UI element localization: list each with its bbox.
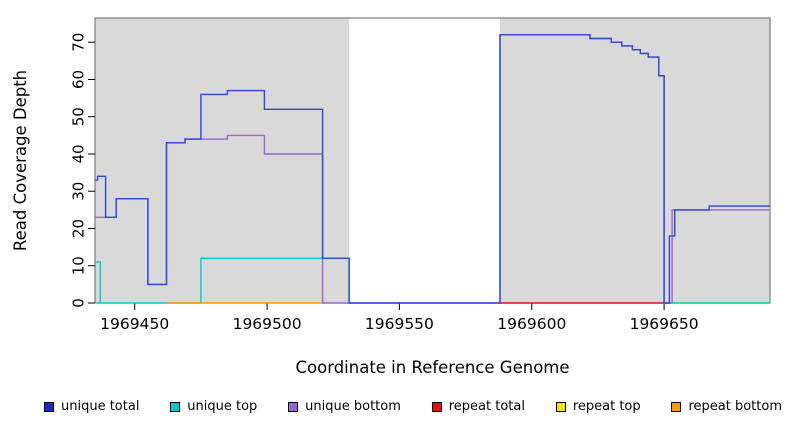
y-axis-label: Read Coverage Depth	[11, 70, 30, 251]
legend-swatch-repeat-total	[431, 401, 442, 412]
shaded-coverage-region	[500, 18, 770, 303]
x-tick-label: 1969500	[233, 315, 302, 333]
legend-swatch-repeat-bottom	[671, 401, 682, 412]
y-tick-label: 30	[70, 182, 88, 201]
y-tick-label: 70	[70, 33, 88, 52]
legend-item-repeat-top: repeat top	[555, 399, 641, 414]
legend-item-repeat-total: repeat total	[431, 399, 525, 414]
series-unique-total	[95, 34, 770, 304]
shaded-coverage-region	[95, 18, 350, 303]
legend-swatch-repeat-top	[555, 401, 566, 412]
legend-label-repeat-total: repeat total	[448, 399, 525, 414]
y-tick-label: 60	[70, 70, 88, 89]
x-tick-label: 1969600	[497, 315, 566, 333]
legend-label-unique-top: unique top	[187, 399, 258, 414]
legend-swatch-unique-top	[170, 401, 181, 412]
x-axis-label: Coordinate in Reference Genome	[295, 358, 569, 377]
coverage-chart-container: 0 10 20 30 40 50 60 70 1969450 1969500 1969550 1969…	[11, 17, 771, 377]
x-tick-label: 1969550	[365, 315, 434, 333]
chart-legend: unique total unique top unique bottom repea…	[44, 399, 782, 414]
legend-item-unique-bottom: unique bottom	[288, 399, 401, 414]
x-tick-label: 1969650	[630, 315, 699, 333]
y-tick-label: 40	[70, 144, 88, 163]
legend-label-repeat-top: repeat top	[572, 399, 641, 414]
x-tick-label: 1969450	[100, 315, 169, 333]
legend-label-unique-bottom: unique bottom	[305, 399, 401, 414]
y-tick-label: 50	[70, 107, 88, 126]
legend-item-unique-top: unique top	[170, 399, 257, 414]
y-tick-label: 10	[70, 256, 88, 275]
legend-item-repeat-bottom: repeat bottom	[671, 399, 782, 414]
legend-label-unique-total: unique total	[61, 399, 140, 414]
legend-label-repeat-bottom: repeat bottom	[688, 399, 782, 414]
legend-item-unique-total: unique total	[44, 399, 139, 414]
y-tick-label: 0	[70, 298, 88, 308]
legend-swatch-unique-bottom	[288, 401, 299, 412]
legend-swatch-unique-total	[44, 401, 54, 412]
y-tick-label: 20	[70, 219, 88, 238]
coverage-chart: 0 10 20 30 40 50 60 70 1969450 1969500 1969550 1969…	[11, 17, 771, 377]
